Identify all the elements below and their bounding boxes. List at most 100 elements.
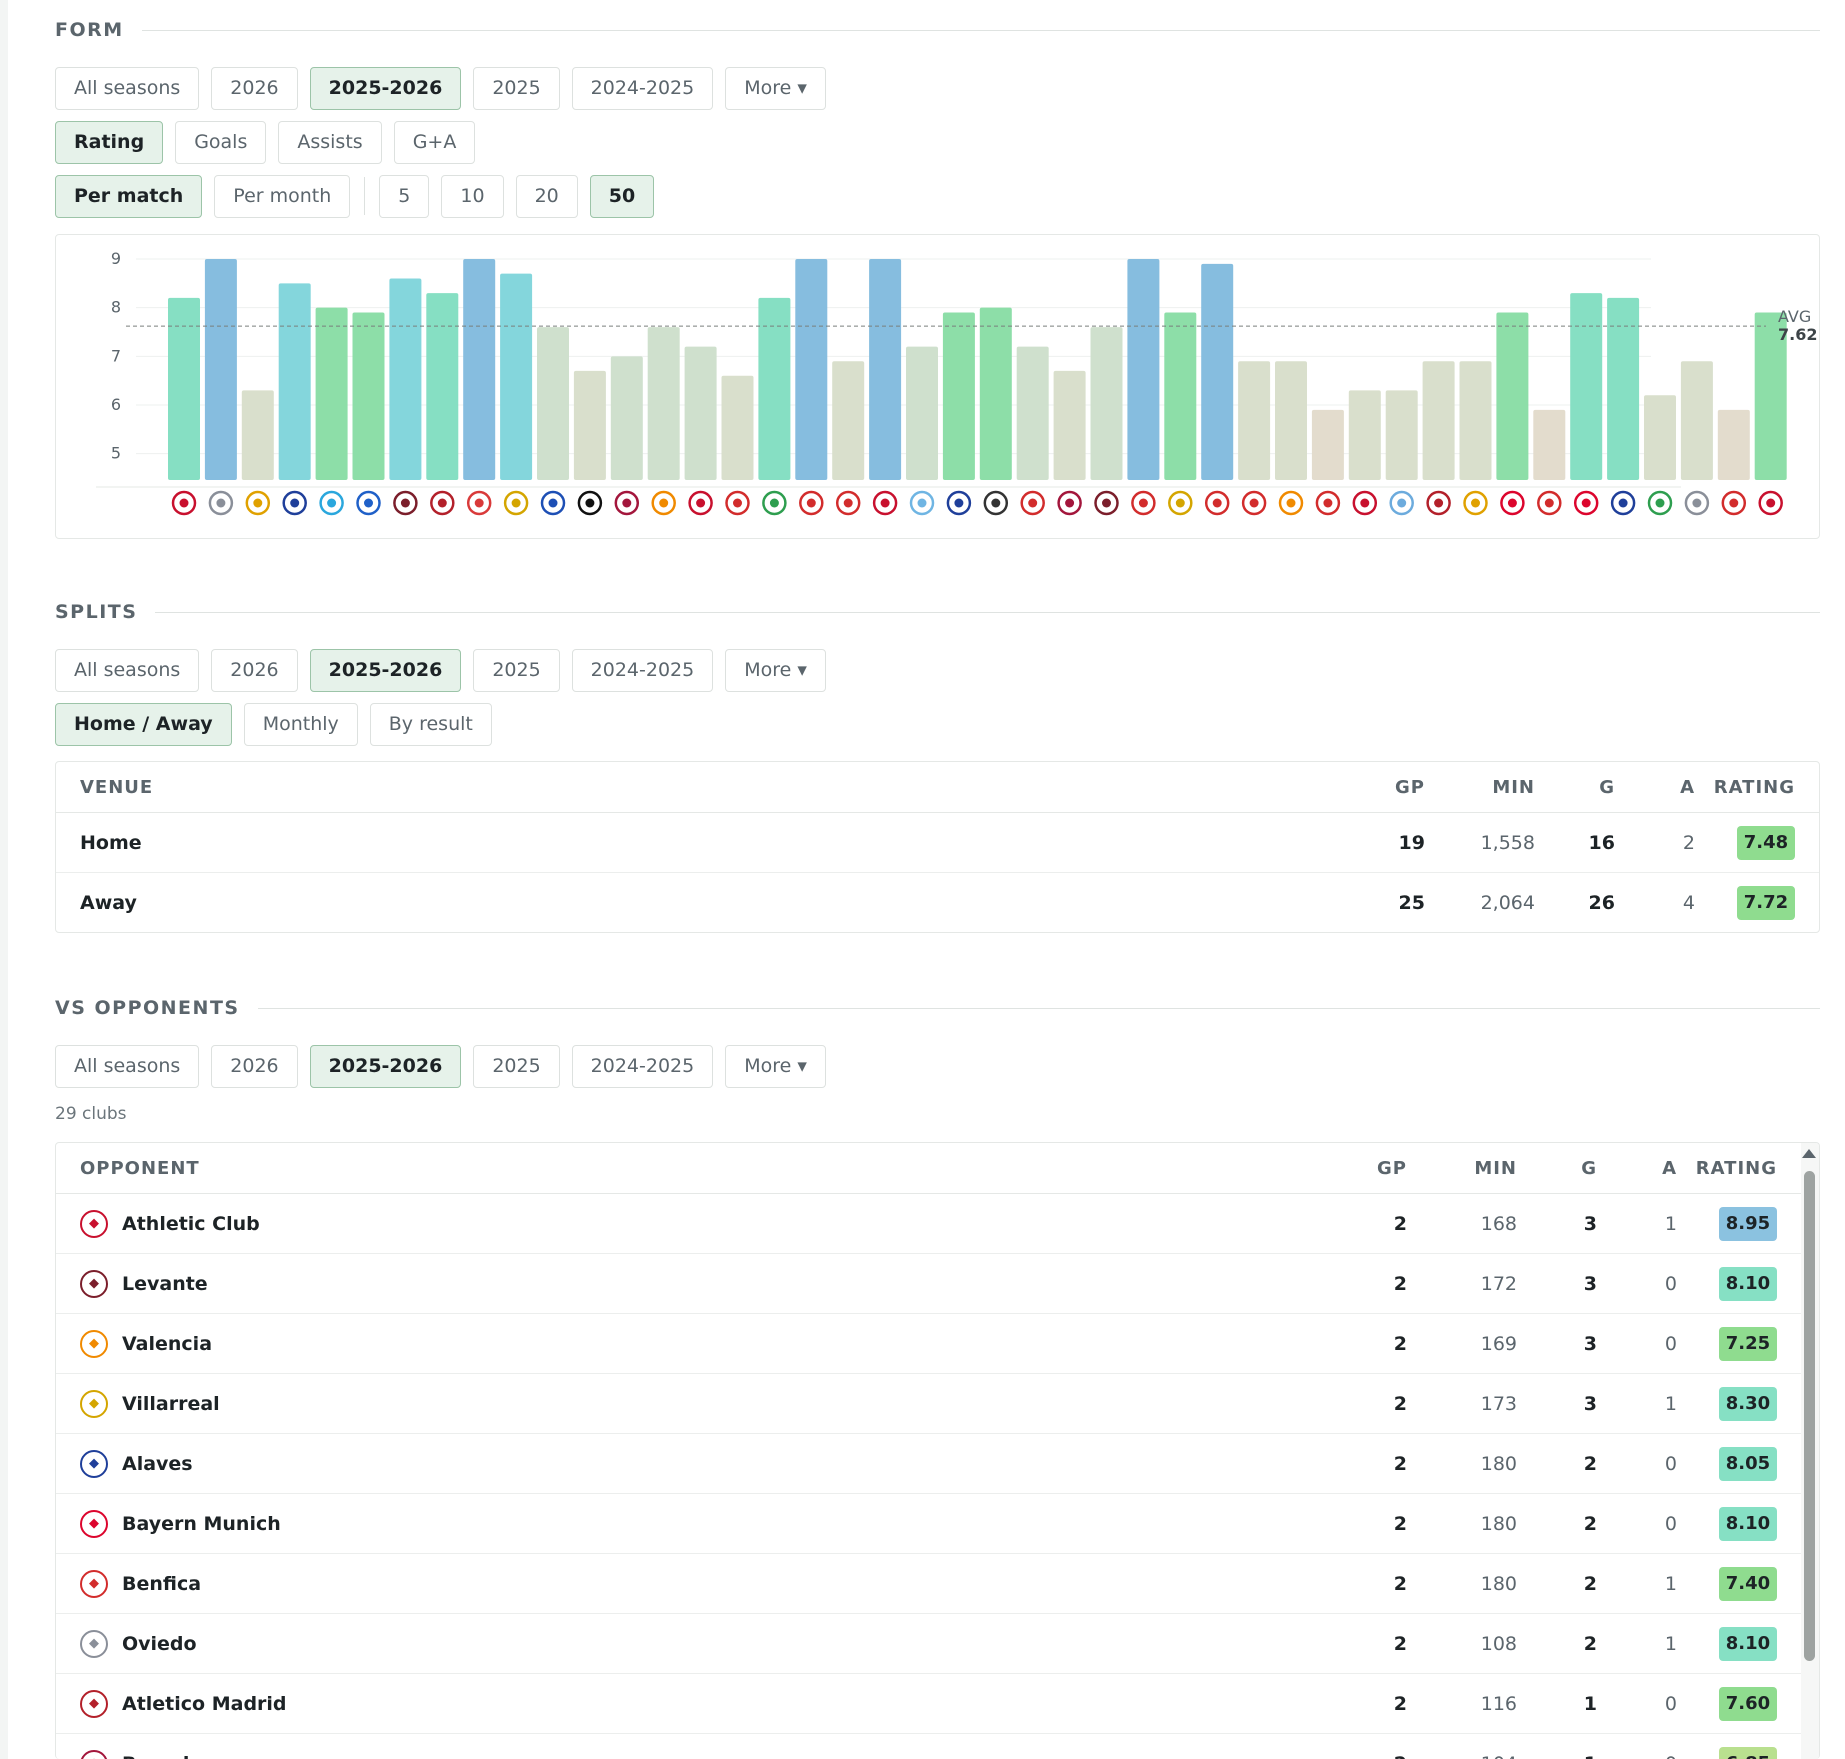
rating-bar[interactable] [1496,312,1529,480]
rating-bar[interactable] [721,375,754,480]
rating-bar[interactable] [168,297,200,480]
table-row[interactable]: ◆ Villarreal 2 173 3 1 8.30 [56,1374,1801,1434]
rating-bar[interactable] [1164,312,1197,480]
rating-bar[interactable] [906,346,938,480]
bayern-munich-crest-icon[interactable] [1573,490,1599,516]
table-row[interactable]: ◆ Bayern Munich 2 180 2 0 8.10 [56,1494,1801,1554]
rating-bar[interactable] [647,327,680,480]
oviedo-crest-icon[interactable] [1684,490,1710,516]
mallorca-crest-icon[interactable] [1463,490,1488,516]
season-tab-2025-2026[interactable]: 2025-2026 [309,66,462,110]
rating-bar[interactable] [1717,409,1750,480]
metric-tab-rating[interactable]: Rating [55,120,164,164]
espanyol-crest-icon[interactable] [356,490,381,516]
rating-bar[interactable] [1607,297,1640,480]
elche-crest-icon[interactable] [762,490,787,516]
season-tab-2024-2025[interactable]: 2024-2025 [571,648,714,692]
season-tab-2025[interactable]: 2025 [473,66,560,110]
alaves-crest-icon[interactable] [946,490,972,516]
rating-bar[interactable] [1385,390,1418,480]
girona-crest-icon[interactable] [1537,490,1562,516]
celta-crest-icon[interactable] [909,490,935,516]
metric-tab-ga[interactable]: G+A [393,120,476,164]
rating-bar[interactable] [1754,312,1787,480]
season-tab-2026[interactable]: 2026 [211,66,298,110]
season-more-dropdown[interactable]: More ▾ [725,1044,826,1088]
rating-bar[interactable] [1201,263,1234,480]
rating-bar[interactable] [537,327,569,480]
scrollbar-thumb[interactable] [1804,1171,1815,1661]
rating-bar[interactable] [1127,259,1160,480]
rating-bar[interactable] [1459,361,1492,480]
rating-bar[interactable] [389,278,422,480]
period-tab-per-match[interactable]: Per match [55,174,203,218]
rating-bar[interactable] [1053,370,1086,480]
rating-bar[interactable] [1016,346,1049,480]
oviedo-crest-icon[interactable] [208,490,234,516]
view-tab-by-result[interactable]: By result [369,702,492,746]
athletic-club-crest-icon[interactable] [1758,490,1783,516]
rating-bar[interactable] [1275,361,1307,480]
period-tab-per-month[interactable]: Per month [214,174,351,218]
metric-tab-assists[interactable]: Assists [278,120,382,164]
table-row[interactable]: ◆ Barcelona 210410 6.85 [56,1734,1801,1759]
rating-bar[interactable] [832,361,865,480]
rating-bar[interactable] [241,390,274,480]
girona-crest-icon[interactable] [835,490,861,516]
table-scrollbar[interactable] [1801,1143,1819,1759]
bayern-munich-crest-icon[interactable] [1500,490,1525,516]
rating-bar[interactable] [942,312,975,480]
season-tab-2025-2026[interactable]: 2025-2026 [309,648,462,692]
rating-bar[interactable] [500,273,533,480]
rating-bar[interactable] [610,356,643,480]
rating-bar[interactable] [684,346,717,480]
rating-bar[interactable] [1644,395,1676,480]
valencia-crest-icon[interactable] [1278,490,1304,516]
count-tab-50[interactable]: 50 [589,174,655,218]
rating-bar[interactable] [1238,361,1271,480]
fiorentina-crest-icon[interactable] [466,490,492,516]
rayo-vallecano-crest-icon[interactable] [1241,490,1267,516]
table-row[interactable]: ◆ Oviedo 2 108 2 1 8.10 [56,1614,1801,1674]
alaves-crest-icon[interactable] [1610,490,1636,516]
juventus-crest-icon[interactable] [577,490,603,516]
metric-tab-goals[interactable]: Goals [175,120,267,164]
table-row[interactable]: ◆ Benfica 2 180 2 1 7.40 [56,1554,1801,1614]
season-tab-all[interactable]: All seasons [55,66,200,110]
season-tab-all[interactable]: All seasons [55,648,200,692]
rating-bar[interactable] [204,259,237,480]
athletic-club-crest-icon[interactable] [872,490,898,516]
manchester-city-crest-icon[interactable] [1389,490,1414,516]
season-tab-2024-2025[interactable]: 2024-2025 [571,1044,714,1088]
levante-crest-icon[interactable] [393,490,418,516]
season-more-dropdown[interactable]: More ▾ [725,648,826,692]
getafe-crest-icon[interactable] [540,490,566,516]
rating-bar[interactable] [278,283,311,480]
villarreal-crest-icon[interactable] [503,490,529,516]
season-tab-2026[interactable]: 2026 [211,648,298,692]
table-row[interactable]: ◆ Atletico Madrid 2 116 1 0 7.60 [56,1674,1801,1734]
rating-bar[interactable] [352,312,385,480]
real-sociedad-crest-icon[interactable] [282,490,307,516]
count-tab-20[interactable]: 20 [515,174,578,218]
benfica-crest-icon[interactable] [1204,490,1230,516]
rayo-vallecano-crest-icon[interactable] [725,490,750,516]
season-tab-2025[interactable]: 2025 [473,648,560,692]
rating-bar[interactable] [573,370,606,480]
table-row[interactable]: ◆ Athletic Club 2 168 3 1 8.95 [56,1194,1801,1254]
rating-bar[interactable] [1533,409,1566,480]
table-row[interactable]: ◆ Valencia 2 169 3 0 7.25 [56,1314,1801,1374]
valencia-crest-icon[interactable] [651,490,676,516]
rating-bar[interactable] [1680,361,1713,480]
season-tab-2025-2026[interactable]: 2025-2026 [309,1044,462,1088]
rating-bar[interactable] [463,259,496,480]
rating-bar[interactable] [979,307,1012,480]
atletico-madrid-crest-icon[interactable] [1426,490,1451,516]
sevilla-crest-icon[interactable] [1721,490,1747,516]
table-row[interactable]: ◆ Alaves 2 180 2 0 8.05 [56,1434,1801,1494]
real-betis-crest-icon[interactable] [1647,490,1673,516]
rating-bar[interactable] [1570,293,1603,480]
osasuna-crest-icon[interactable] [1352,490,1378,516]
rating-bar[interactable] [1422,361,1455,480]
barcelona-crest-icon[interactable] [614,490,640,516]
